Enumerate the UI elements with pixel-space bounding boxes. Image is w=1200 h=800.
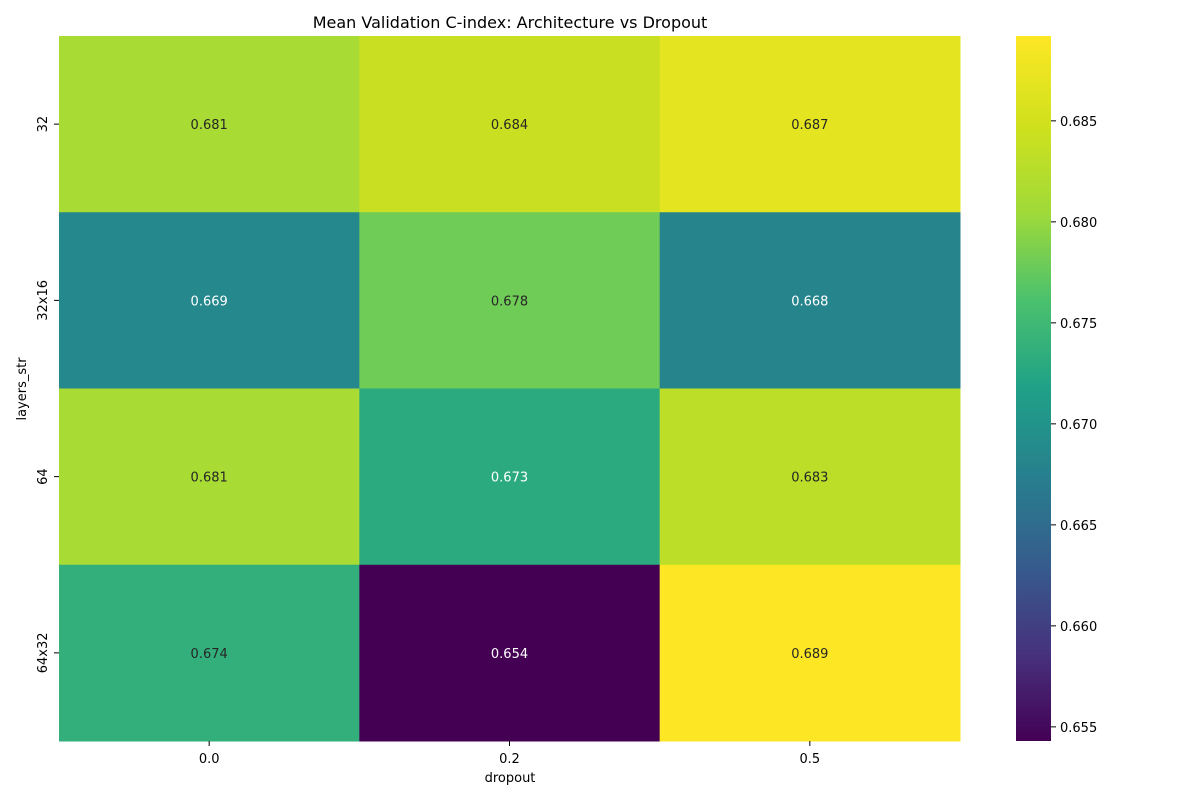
colorbar-tick-label: 0.665 [1060,519,1097,534]
cell-value-label: 0.654 [491,647,528,662]
heatmap-cell [659,212,961,389]
chart-title: Mean Validation C-index: Architecture vs… [313,13,708,32]
heatmap-cells: 0.681 0.684 0.687 0.669 0.678 0.668 0.681 0.673… [59,36,961,742]
x-tick-labels: 0.0 0.2 0.5 [199,741,820,767]
heatmap-cell [59,212,360,389]
x-tick-label: 0.5 [799,752,820,767]
heatmap-cell [659,388,961,566]
cell-value-label: 0.668 [791,294,828,309]
colorbar-tick-label: 0.685 [1060,115,1097,130]
colorbar-ticks: 0.655 0.660 0.665 0.670 0.675 0.680 0.685 [1051,115,1097,736]
colorbar-tick-label: 0.670 [1060,418,1097,433]
x-tick-label: 0.2 [499,752,520,767]
cell-value-label: 0.674 [191,647,228,662]
cell-value-label: 0.689 [791,647,828,662]
cell-value-label: 0.681 [191,471,228,486]
colorbar-tick-label: 0.660 [1060,620,1097,635]
heatmap-cell [359,564,661,742]
heatmap-cell [359,36,661,213]
colorbar-tick-label: 0.655 [1060,721,1097,736]
heatmap-cell [359,388,661,566]
heatmap-cell [59,36,360,213]
y-tick-label: 64 [36,468,51,485]
x-tick-label: 0.0 [199,752,220,767]
y-axis-label: layers_str [15,357,30,421]
cell-value-label: 0.669 [191,294,228,309]
colorbar [1016,36,1051,741]
cell-value-label: 0.678 [491,294,528,309]
heatmap-cell [659,564,961,742]
heatmap-cell [659,36,961,213]
heatmap-cell [359,212,661,389]
y-tick-label: 64x32 [36,632,51,673]
cell-value-label: 0.673 [491,471,528,486]
cell-value-label: 0.687 [791,118,828,133]
cell-value-label: 0.681 [191,118,228,133]
y-tick-label: 32x16 [36,280,51,321]
heatmap-cell [59,564,360,742]
colorbar-tick-label: 0.680 [1060,216,1097,231]
x-axis-label: dropout [485,771,536,786]
colorbar-tick-label: 0.675 [1060,317,1097,332]
cell-value-label: 0.684 [491,118,528,133]
cell-value-label: 0.683 [791,471,828,486]
y-tick-label: 32 [36,116,51,133]
y-tick-labels: 32 32x16 64 64x32 [36,116,59,673]
heatmap-cell [59,388,360,566]
